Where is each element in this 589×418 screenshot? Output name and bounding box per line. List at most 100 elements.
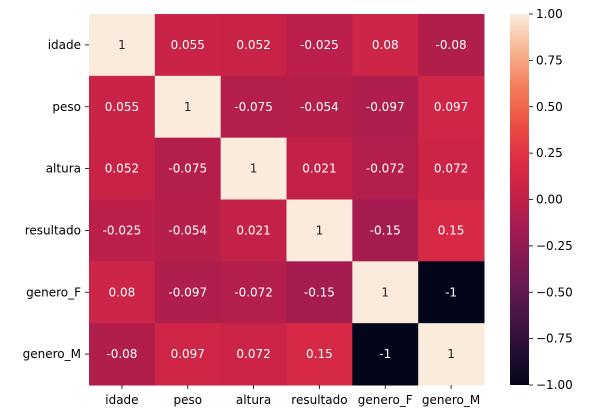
heatmap-cell <box>352 199 419 262</box>
heatmap-cell <box>352 14 419 77</box>
heatmap-cell <box>352 323 419 386</box>
cell-value-label: 0.021 <box>302 162 336 176</box>
heatmap-cell-labels: 1 0.055 0.052 -0.025 0.08 -0.08 0.055 1 -0.075 -0… <box>103 38 469 361</box>
heatmap-cell <box>352 137 419 200</box>
cell-value-label: -0.054 <box>168 223 207 237</box>
heatmap-cells <box>89 14 485 386</box>
cell-value-label: -0.054 <box>300 100 339 114</box>
cell-value-label: 0.055 <box>105 100 139 114</box>
cell-value-label: -0.025 <box>103 223 142 237</box>
y-tick-label: genero_M <box>23 347 81 361</box>
y-tick-label: peso <box>52 100 81 114</box>
cell-value-label: 1 <box>118 38 126 52</box>
heatmap-cell <box>418 323 485 386</box>
colorbar-tick-label: 0.75 <box>536 53 563 67</box>
cell-value-label: -0.072 <box>366 162 405 176</box>
cell-value-label: 0.08 <box>372 38 399 52</box>
cell-value-label: -0.075 <box>234 100 273 114</box>
x-axis-ticks: idade peso altura resultado genero_F genero_M <box>105 385 480 407</box>
heatmap-cell <box>154 323 222 386</box>
heatmap-cell <box>220 199 287 262</box>
x-tick-label: altura <box>236 393 271 407</box>
y-axis-ticks: idade peso altura resultado genero_F genero_M <box>23 38 89 361</box>
heatmap-cell <box>220 75 287 139</box>
x-tick-label: genero_M <box>422 393 480 407</box>
cell-value-label: 0.15 <box>438 223 465 237</box>
cell-value-label: 0.097 <box>434 100 468 114</box>
colorbar-gradient <box>510 14 529 385</box>
cell-value-label: 1 <box>447 347 455 361</box>
y-tick-label: genero_F <box>26 285 81 299</box>
heatmap-cell <box>154 14 222 77</box>
heatmap-cell <box>154 75 222 139</box>
y-tick-label: altura <box>46 162 81 176</box>
heatmap-cell <box>286 323 353 386</box>
heatmap-cell <box>89 137 156 200</box>
cell-value-label: -0.097 <box>366 100 405 114</box>
heatmap-cell <box>418 261 485 324</box>
cell-value-label: 0.15 <box>306 347 333 361</box>
cell-value-label: 1 <box>316 223 324 237</box>
heatmap-cell <box>154 261 222 324</box>
heatmap-cell <box>286 75 353 139</box>
heatmap-cell <box>89 199 156 262</box>
colorbar-tick-label: −0.50 <box>536 285 573 299</box>
heatmap-cell <box>154 199 222 262</box>
x-tick-label: resultado <box>291 393 347 407</box>
cell-value-label: 0.052 <box>236 38 270 52</box>
cell-value-label: 0.097 <box>171 347 205 361</box>
heatmap-cell <box>418 137 485 200</box>
heatmap-cell <box>89 75 156 139</box>
cell-value-label: -1 <box>379 347 391 361</box>
cell-value-label: -0.097 <box>168 285 207 299</box>
cell-value-label: 1 <box>381 285 389 299</box>
cell-value-label: -0.15 <box>370 223 401 237</box>
x-tick-label: peso <box>173 393 202 407</box>
heatmap-cell <box>418 14 485 77</box>
heatmap-cell <box>154 137 222 200</box>
colorbar-tick-label: −0.25 <box>536 239 573 253</box>
cell-value-label: -0.08 <box>436 38 467 52</box>
heatmap-cell <box>286 14 353 77</box>
colorbar-tick-label: 0.50 <box>536 100 563 114</box>
cell-value-label: 0.08 <box>109 285 136 299</box>
cell-value-label: 0.072 <box>236 347 270 361</box>
colorbar-tick-label: 1.00 <box>536 7 563 21</box>
cell-value-label: -0.075 <box>168 162 207 176</box>
heatmap-cell <box>418 199 485 262</box>
cell-value-label: -0.072 <box>234 285 273 299</box>
cell-value-label: 0.072 <box>434 162 468 176</box>
heatmap-cell <box>352 75 419 139</box>
cell-value-label: 1 <box>184 100 192 114</box>
heatmap-cell <box>89 261 156 324</box>
cell-value-label: 0.052 <box>105 162 139 176</box>
colorbar: 1.00 0.75 0.50 0.25 0.00 −0.25 −0.50 −0.75 −1.00 <box>510 7 573 392</box>
cell-value-label: -0.08 <box>106 347 137 361</box>
heatmap-cell <box>286 261 353 324</box>
x-tick-label: idade <box>105 393 138 407</box>
cell-value-label: 0.055 <box>171 38 205 52</box>
cell-value-label: -0.025 <box>300 38 339 52</box>
cell-value-label: -0.15 <box>304 285 335 299</box>
heatmap-cell <box>220 137 287 200</box>
colorbar-tick-label: 0.25 <box>536 146 563 160</box>
colorbar-tick-label: −1.00 <box>536 378 573 392</box>
colorbar-tick-label: 0.00 <box>536 193 563 207</box>
colorbar-tick-label: −0.75 <box>536 332 573 346</box>
heatmap-cell <box>220 323 287 386</box>
heatmap-cell <box>220 14 287 77</box>
heatmap-cell <box>89 14 156 77</box>
heatmap-cell <box>286 137 353 200</box>
cell-value-label: -1 <box>445 285 457 299</box>
y-tick-label: resultado <box>25 223 81 237</box>
heatmap-cell <box>89 323 156 386</box>
heatmap-cell <box>352 261 419 324</box>
heatmap-cell <box>418 75 485 139</box>
x-tick-label: genero_F <box>358 393 413 407</box>
cell-value-label: 1 <box>250 162 258 176</box>
y-tick-label: idade <box>48 38 81 52</box>
heatmap-cell <box>286 199 353 262</box>
cell-value-label: 0.021 <box>236 223 270 237</box>
heatmap-cell <box>220 261 287 324</box>
